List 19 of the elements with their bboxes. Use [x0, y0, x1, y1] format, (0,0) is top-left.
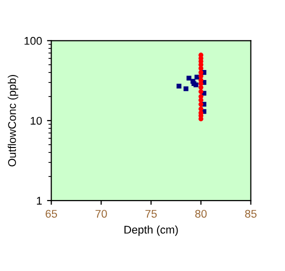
point [198, 106, 204, 112]
point [198, 85, 204, 90]
point [184, 86, 188, 92]
point [176, 84, 182, 89]
x-axis-title: Depth (cm) [124, 225, 178, 236]
y-tick-label: 10 [30, 116, 42, 125]
x-tick-label: 65 [46, 210, 58, 218]
point [198, 102, 204, 107]
point [198, 89, 204, 94]
y-tick-label: 1 [36, 196, 42, 205]
x-tick-label: 70 [96, 210, 107, 218]
y-tick-label: 100 [24, 36, 42, 45]
y-axis-title: OutflowConc (ppb) [8, 74, 18, 166]
point [198, 74, 204, 79]
x-tick-label: 85 [245, 210, 257, 218]
x-tick-label: 75 [145, 210, 157, 218]
x-tick-label: 80 [195, 210, 207, 218]
point [186, 76, 192, 81]
point [198, 98, 204, 103]
